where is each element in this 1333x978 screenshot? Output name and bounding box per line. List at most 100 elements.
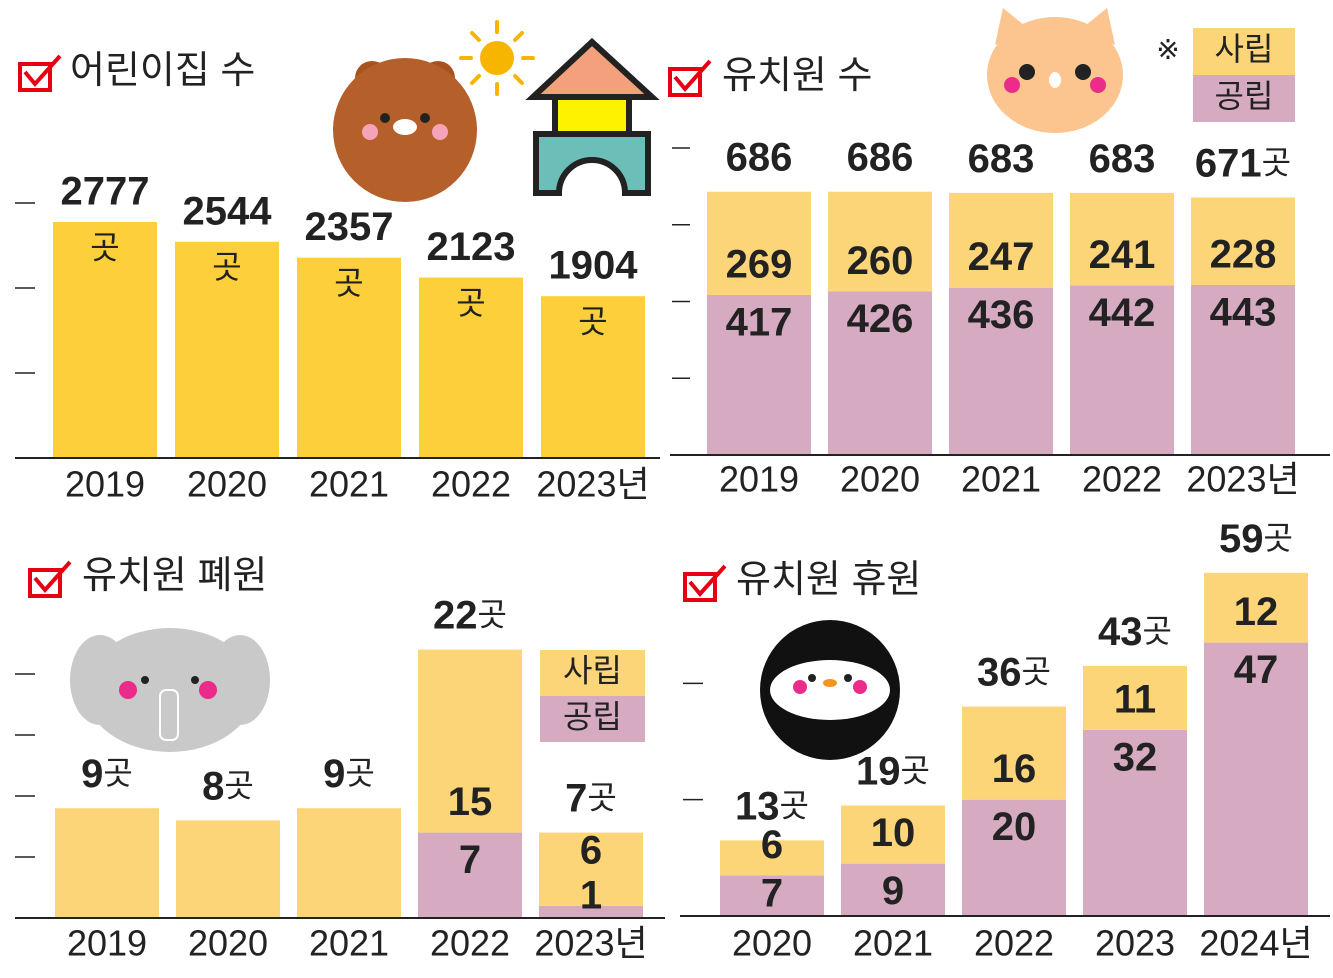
legend-swatch: [1193, 75, 1295, 122]
bar-segment: [1204, 642, 1308, 916]
check-mark: [23, 54, 62, 88]
total-label: 36곳: [977, 650, 1051, 694]
check-mark: [673, 59, 712, 93]
unit-label: 곳: [456, 285, 485, 321]
value-label: 2357: [305, 205, 394, 249]
segment-label: 269: [726, 243, 793, 287]
legend-note: ※: [1156, 34, 1179, 65]
bar-segment: [720, 840, 824, 876]
segment-label: 15: [448, 780, 493, 824]
total-unit: 곳: [587, 780, 616, 816]
check-icon: [668, 59, 712, 97]
segment-label: 11: [1114, 677, 1156, 721]
bar-segment: [828, 191, 932, 292]
x-tick-label: 2023: [1095, 923, 1175, 964]
x-tick-label: 2020: [732, 923, 812, 964]
x-tick-label: 2020: [840, 459, 920, 500]
bar-segment: [707, 191, 811, 295]
total-unit: 곳: [103, 756, 132, 792]
segment-label: 47: [1234, 648, 1279, 692]
x-tick-label: 2019: [67, 923, 147, 964]
x-tick-label: 2022: [1082, 459, 1162, 500]
legend-label: 사립: [563, 652, 622, 688]
total-value: 8: [202, 764, 224, 808]
segment-label: 260: [847, 239, 914, 283]
value-label: 2123: [427, 225, 516, 269]
total-unit: 곳: [1143, 613, 1172, 649]
segment-label: 241: [1089, 233, 1156, 277]
check-box: [18, 62, 52, 92]
total-value: 9: [81, 752, 103, 796]
total-unit: 곳: [1262, 145, 1291, 181]
total-label: 7곳: [565, 776, 617, 820]
x-tick-label: 2022: [974, 923, 1054, 964]
total-label: 22곳: [433, 593, 507, 637]
value-label: 2777: [61, 170, 150, 214]
total-unit: 곳: [224, 768, 253, 804]
check-box: [668, 67, 702, 97]
total-value: 9: [323, 752, 345, 796]
legend-label: 공립: [1215, 78, 1274, 114]
segment-label: 6: [580, 829, 602, 873]
total-value: 43: [1098, 609, 1143, 653]
total-value: 59: [1219, 516, 1264, 560]
check-mark: [688, 564, 727, 598]
total-unit: 곳: [901, 753, 930, 789]
bar-segment: [1070, 285, 1174, 455]
chart-title: 유치원 폐원: [82, 555, 267, 597]
value-label: 2544: [183, 189, 273, 233]
bar-segment: [418, 832, 522, 918]
total-label: 671곳: [1195, 141, 1291, 185]
total-value: 683: [1089, 136, 1156, 180]
segment-label: 443: [1210, 291, 1277, 335]
segment-label: 247: [968, 235, 1035, 279]
unit-label: 곳: [90, 229, 119, 265]
total-label: 59곳: [1219, 516, 1293, 560]
segment-label: 1: [580, 874, 602, 918]
segment-label: 436: [968, 293, 1035, 337]
check-icon: [683, 564, 727, 602]
total-label: 686: [847, 135, 914, 179]
bar-segment: [707, 294, 811, 455]
bar: [541, 296, 645, 458]
total-value: 19: [856, 749, 901, 793]
total-value: 686: [847, 135, 914, 179]
legend-swatch: [540, 650, 645, 696]
x-tick-label: 2024년: [1199, 923, 1312, 964]
total-unit: 곳: [780, 788, 809, 824]
x-tick-label: 2022: [430, 923, 510, 964]
segment-label: 7: [761, 872, 783, 916]
bar-segment: [841, 863, 945, 916]
x-tick-label: 2021: [309, 464, 389, 505]
check-box: [683, 572, 717, 602]
unit-label: 곳: [334, 265, 363, 301]
legend-swatch: [1193, 28, 1295, 75]
total-value: 671: [1195, 141, 1262, 185]
bar-segment: [949, 287, 1053, 455]
x-tick-label: 2019: [65, 464, 145, 505]
legend-swatch: [540, 696, 645, 742]
x-tick-label: 2023년: [534, 923, 647, 964]
segment-label: 426: [847, 297, 914, 341]
x-tick-label: 2019: [719, 459, 799, 500]
bar: [419, 277, 523, 458]
chart-title: 유치원 수: [722, 55, 872, 97]
x-tick-label: 2020: [188, 923, 268, 964]
x-tick-label: 2021: [309, 923, 389, 964]
segment-label: 20: [992, 805, 1037, 849]
bar: [53, 221, 157, 458]
bar: [297, 257, 401, 458]
chart-title: 어린이집 수: [70, 50, 255, 92]
bar-segment: [962, 799, 1066, 916]
segment-label: 442: [1089, 291, 1156, 335]
total-label: 683: [968, 136, 1035, 180]
total-value: 683: [968, 136, 1035, 180]
total-value: 13: [735, 784, 780, 828]
check-mark: [33, 560, 72, 594]
bar-segment: [1204, 572, 1308, 643]
value-label: 1904: [549, 244, 639, 288]
total-label: 43곳: [1098, 609, 1172, 653]
bar-segment: [1191, 284, 1295, 455]
x-tick-label: 2023년: [1186, 459, 1299, 500]
